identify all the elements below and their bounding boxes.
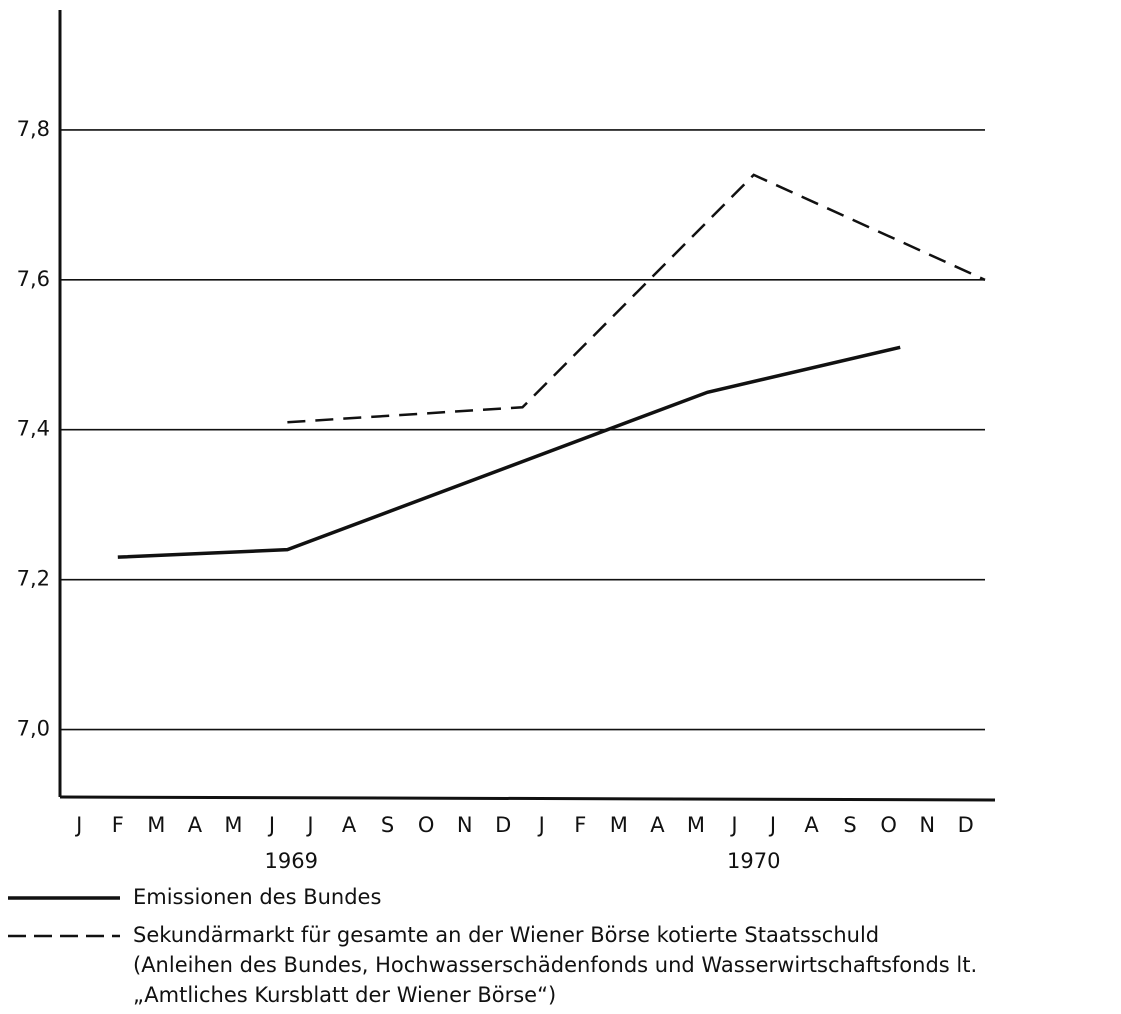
y-tick-label: 7,4 [17, 417, 50, 441]
legend-label: Sekundärmarkt für gesamte an der Wiener … [133, 923, 879, 947]
x-tick-label: N [457, 813, 473, 837]
x-tick-label: M [224, 813, 242, 837]
x-tick-label: F [112, 813, 124, 837]
legend-note: (Anleihen des Bundes, Hochwasserschädenf… [133, 953, 977, 977]
x-tick-label: M [610, 813, 628, 837]
legend-note: „Amtliches Kursblatt der Wiener Börse“) [133, 983, 556, 1007]
x-tick-label: A [650, 813, 665, 837]
x-tick-label: S [843, 813, 856, 837]
x-tick-label: O [880, 813, 897, 837]
x-tick-label: D [495, 813, 511, 837]
year-label: 1969 [265, 849, 318, 873]
x-tick-label: S [381, 813, 394, 837]
x-tick-label: A [342, 813, 357, 837]
x-tick-label: F [574, 813, 586, 837]
x-tick-label: A [804, 813, 819, 837]
y-tick-label: 7,0 [17, 717, 50, 741]
x-tick-label: M [147, 813, 165, 837]
x-tick-label: M [687, 813, 705, 837]
series-line [287, 173, 986, 424]
x-tick-label: N [919, 813, 935, 837]
x-tick-label: O [418, 813, 435, 837]
x-tick-label: J [305, 813, 313, 837]
x-tick-label: J [537, 813, 545, 837]
x-axis [59, 795, 996, 802]
legend-label: Emissionen des Bundes [133, 885, 381, 909]
x-tick-label: J [729, 813, 737, 837]
y-tick-label: 7,8 [17, 117, 50, 141]
x-tick-label: J [768, 813, 776, 837]
series-line [117, 345, 901, 559]
y-tick-label: 7,6 [17, 267, 50, 291]
x-tick-label: D [958, 813, 974, 837]
year-label: 1970 [727, 849, 780, 873]
y-tick-label: 7,2 [17, 567, 50, 591]
x-tick-label: J [267, 813, 275, 837]
x-tick-label: A [188, 813, 203, 837]
x-tick-label: J [74, 813, 82, 837]
